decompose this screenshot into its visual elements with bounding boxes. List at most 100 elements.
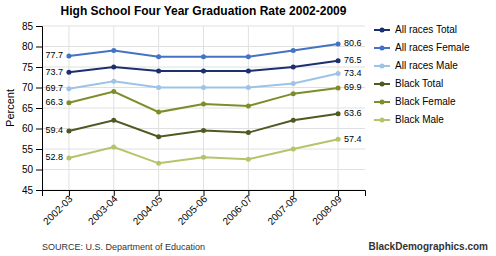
tick: 45 <box>22 185 42 196</box>
series-line <box>69 114 338 137</box>
source: SOURCE: U.S. Department of Education <box>42 242 205 252</box>
tick: 60 <box>22 123 42 134</box>
point <box>291 147 296 152</box>
tick-label: 2004-05 <box>131 193 165 227</box>
annotation: 73.4 <box>344 68 362 78</box>
annotation: 52.8 <box>45 152 63 162</box>
point <box>111 79 116 84</box>
point <box>291 118 296 123</box>
legend-label: Black Total <box>395 78 443 89</box>
point <box>201 54 206 59</box>
tick-mark <box>204 190 205 196</box>
annotations: 73.776.577.780.669.773.459.463.666.369.9… <box>45 38 361 162</box>
point <box>111 65 116 70</box>
point <box>156 69 161 74</box>
tick-mark <box>159 190 160 196</box>
point <box>246 69 251 74</box>
tick-label: 75 <box>22 62 34 73</box>
point <box>291 65 296 70</box>
axis-line <box>43 191 366 197</box>
legend-label: Black Female <box>395 96 456 107</box>
point <box>66 53 71 58</box>
tick-mark <box>36 108 42 109</box>
tick: 55 <box>22 144 42 155</box>
tick-label: 2007-08 <box>265 193 299 227</box>
tick: 2007-08 <box>265 190 299 227</box>
annotation: 77.7 <box>45 50 63 60</box>
tick-label: 2003-04 <box>86 193 120 227</box>
tick-label: 85 <box>22 21 34 32</box>
tick-mark <box>36 149 42 150</box>
annotation: 66.3 <box>45 97 63 107</box>
tick: 85 <box>22 21 42 32</box>
point <box>111 118 116 123</box>
legend-marker <box>380 64 385 69</box>
legend-marker <box>380 100 385 105</box>
point <box>66 86 71 91</box>
annotation: 73.7 <box>45 67 63 77</box>
point <box>111 144 116 149</box>
tick-label: 2002-03 <box>41 193 75 227</box>
point <box>246 103 251 108</box>
tick: 70 <box>22 82 42 93</box>
tick: 2004-05 <box>131 190 165 227</box>
point <box>336 85 341 90</box>
point <box>246 85 251 90</box>
legend-label: All races Total <box>395 24 457 35</box>
title: High School Four Year Graduation Rate 20… <box>61 4 347 18</box>
annotation: 69.7 <box>45 83 63 93</box>
point <box>291 91 296 96</box>
tick-label: 50 <box>22 164 34 175</box>
point <box>246 157 251 162</box>
tick-label: 2005-06 <box>176 193 210 227</box>
legend-label: Black Male <box>395 114 444 125</box>
tick: 75 <box>22 62 42 73</box>
tick-mark <box>36 26 42 27</box>
annotation: 69.9 <box>344 82 362 92</box>
point <box>291 81 296 86</box>
point <box>336 71 341 76</box>
legend-marker <box>380 28 385 33</box>
point <box>111 48 116 53</box>
tick: 2006-07 <box>220 190 254 227</box>
point <box>156 134 161 139</box>
point <box>336 58 341 63</box>
point <box>111 89 116 94</box>
tick: 50 <box>22 164 42 175</box>
annotation: 63.6 <box>344 108 362 118</box>
tick-mark <box>36 190 42 191</box>
tick-mark <box>36 47 42 48</box>
tick-mark <box>36 88 42 89</box>
tick-mark <box>36 170 42 171</box>
legend-marker <box>380 118 385 123</box>
annotation: 76.5 <box>344 55 362 65</box>
legend-label: All races Male <box>395 60 458 71</box>
tick-label: 60 <box>22 123 34 134</box>
tick: 80 <box>22 41 42 52</box>
x-axis: 2002-03 2003-04 2004-05 2005-06 2006-07 2007-… <box>41 190 366 227</box>
tick-label: 2006-07 <box>220 193 254 227</box>
legend: All races Total All races Female All races… <box>374 24 470 125</box>
y-axis: 45 50 55 60 65 70 75 80 85 <box>22 21 43 196</box>
tick-mark <box>338 190 339 196</box>
tick-label: 65 <box>22 103 34 114</box>
annotation: 57.4 <box>344 134 362 144</box>
point <box>156 54 161 59</box>
legend-label: All races Female <box>395 42 470 53</box>
tick: 2002-03 <box>41 190 75 227</box>
series-line <box>69 88 338 112</box>
tick: 2003-04 <box>86 190 120 227</box>
point <box>291 48 296 53</box>
tick-label: 70 <box>22 82 34 93</box>
chart: 4550556065707580852002-032003-042004-052… <box>0 0 496 256</box>
tick-label: 80 <box>22 41 34 52</box>
y-axis-title: Percent <box>4 89 16 127</box>
annotation: 59.4 <box>45 125 63 135</box>
tick-mark <box>248 190 249 196</box>
plot-area <box>66 42 340 166</box>
grid-line-x <box>68 26 69 190</box>
point <box>66 100 71 105</box>
tick-mark <box>114 190 115 196</box>
tick-label: 45 <box>22 185 34 196</box>
point <box>201 128 206 133</box>
